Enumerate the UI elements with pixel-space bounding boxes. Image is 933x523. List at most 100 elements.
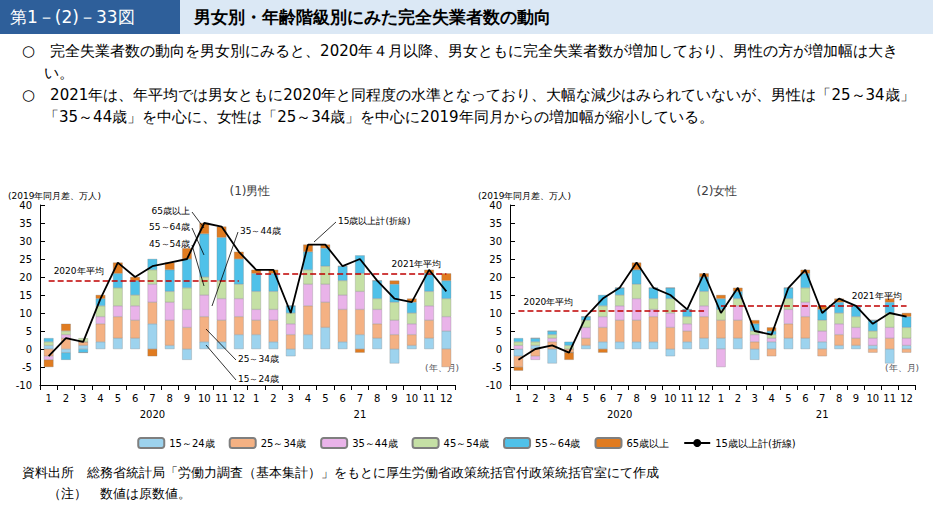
svg-text:25: 25 bbox=[19, 254, 32, 265]
svg-text:7: 7 bbox=[819, 393, 825, 404]
svg-text:35: 35 bbox=[489, 218, 502, 229]
svg-text:35: 35 bbox=[19, 218, 32, 229]
svg-text:7: 7 bbox=[357, 393, 363, 404]
svg-text:2: 2 bbox=[532, 393, 538, 404]
svg-text:7: 7 bbox=[617, 393, 623, 404]
svg-text:8: 8 bbox=[374, 393, 380, 404]
svg-text:0: 0 bbox=[496, 344, 502, 355]
svg-text:6: 6 bbox=[802, 393, 808, 404]
svg-text:3: 3 bbox=[549, 393, 555, 404]
svg-text:12: 12 bbox=[232, 393, 245, 404]
svg-text:5: 5 bbox=[496, 326, 502, 337]
svg-text:10: 10 bbox=[664, 393, 677, 404]
html-text:○ 2021年は、年平均では男女ともに2020年と同程度の水: ○ 2021年は、年平均では男女ともに2020年と同程度の水準となっており、大幅… bbox=[22, 86, 915, 126]
svg-text:15～24歳: 15～24歳 bbox=[169, 438, 214, 449]
svg-text:10: 10 bbox=[19, 308, 32, 319]
svg-text:9: 9 bbox=[391, 393, 397, 404]
svg-text:40: 40 bbox=[489, 200, 502, 211]
svg-text:5: 5 bbox=[115, 393, 121, 404]
svg-text:(1)男性: (1)男性 bbox=[230, 184, 271, 198]
svg-text:1: 1 bbox=[515, 393, 521, 404]
svg-text:1: 1 bbox=[45, 393, 51, 404]
svg-text:3: 3 bbox=[80, 393, 86, 404]
svg-text:9: 9 bbox=[184, 393, 190, 404]
svg-text:45～54歳: 45～54歳 bbox=[444, 438, 489, 449]
svg-text:15: 15 bbox=[489, 290, 502, 301]
svg-text:6: 6 bbox=[132, 393, 138, 404]
svg-text:5: 5 bbox=[583, 393, 589, 404]
svg-text:15歳以上計(折線): 15歳以上計(折線) bbox=[338, 216, 410, 226]
svg-text:2: 2 bbox=[270, 393, 276, 404]
svg-text:15歳以上計(折線): 15歳以上計(折線) bbox=[715, 438, 796, 449]
svg-text:10: 10 bbox=[489, 308, 502, 319]
svg-text:9: 9 bbox=[853, 393, 859, 404]
html-text:男女別・年齢階級別にみた完全失業者数の動向: 男女別・年齢階級別にみた完全失業者数の動向 bbox=[194, 7, 551, 27]
svg-text:65歳以上: 65歳以上 bbox=[152, 206, 190, 216]
svg-text:(2)女性: (2)女性 bbox=[697, 184, 738, 198]
svg-text:3: 3 bbox=[752, 393, 758, 404]
svg-text:5: 5 bbox=[26, 326, 32, 337]
svg-text:11: 11 bbox=[681, 393, 694, 404]
svg-text:2020: 2020 bbox=[607, 409, 632, 420]
svg-text:7: 7 bbox=[149, 393, 155, 404]
svg-text:0: 0 bbox=[26, 344, 32, 355]
svg-text:2020: 2020 bbox=[140, 409, 165, 420]
svg-text:10: 10 bbox=[405, 393, 418, 404]
svg-text:5: 5 bbox=[322, 393, 328, 404]
svg-text:25～34歳: 25～34歳 bbox=[261, 438, 306, 449]
svg-text:55～64歳: 55～64歳 bbox=[149, 222, 190, 232]
svg-text:1: 1 bbox=[253, 393, 259, 404]
svg-text:20: 20 bbox=[489, 272, 502, 283]
svg-text:-10: -10 bbox=[16, 380, 32, 391]
svg-text:(年、月): (年、月) bbox=[885, 363, 919, 373]
svg-text:5: 5 bbox=[785, 393, 791, 404]
svg-text:-5: -5 bbox=[22, 362, 32, 373]
svg-text:2: 2 bbox=[735, 393, 741, 404]
svg-text:3: 3 bbox=[288, 393, 294, 404]
svg-text:11: 11 bbox=[423, 393, 436, 404]
svg-text:8: 8 bbox=[167, 393, 173, 404]
svg-text:30: 30 bbox=[489, 236, 502, 247]
svg-text:9: 9 bbox=[650, 393, 656, 404]
svg-text:4: 4 bbox=[305, 393, 311, 404]
svg-text:55～64歳: 55～64歳 bbox=[535, 438, 580, 449]
svg-text:11: 11 bbox=[215, 393, 228, 404]
svg-text:6: 6 bbox=[339, 393, 345, 404]
html-text:資料出所 総務省統計局「労働力調査（基本集計）」をもとに厚生: 資料出所 総務省統計局「労働力調査（基本集計）」をもとに厚生労働省政策統括官付政… bbox=[22, 465, 659, 480]
svg-text:2021年平均: 2021年平均 bbox=[391, 259, 441, 269]
svg-text:1: 1 bbox=[718, 393, 724, 404]
svg-text:20: 20 bbox=[19, 272, 32, 283]
svg-text:11: 11 bbox=[883, 393, 896, 404]
svg-text:25～34歳: 25～34歳 bbox=[238, 354, 279, 364]
html-text:第1－(2)－33図: 第1－(2)－33図 bbox=[10, 7, 135, 27]
svg-text:12: 12 bbox=[440, 393, 453, 404]
svg-text:40: 40 bbox=[19, 200, 32, 211]
svg-text:15: 15 bbox=[19, 290, 32, 301]
svg-text:25: 25 bbox=[489, 254, 502, 265]
svg-text:8: 8 bbox=[633, 393, 639, 404]
svg-text:65歳以上: 65歳以上 bbox=[626, 438, 669, 449]
svg-text:8: 8 bbox=[836, 393, 842, 404]
svg-text:35～44歳: 35～44歳 bbox=[240, 226, 281, 236]
svg-text:-10: -10 bbox=[486, 380, 502, 391]
svg-text:4: 4 bbox=[566, 393, 572, 404]
svg-text:45～54歳: 45～54歳 bbox=[149, 239, 190, 249]
svg-text:6: 6 bbox=[600, 393, 606, 404]
svg-text:21: 21 bbox=[816, 409, 829, 420]
svg-text:-5: -5 bbox=[492, 362, 502, 373]
svg-text:2020年平均: 2020年平均 bbox=[54, 266, 104, 276]
svg-text:2021年平均: 2021年平均 bbox=[852, 291, 902, 301]
svg-text:12: 12 bbox=[900, 393, 913, 404]
svg-text:21: 21 bbox=[354, 409, 367, 420]
svg-text:4: 4 bbox=[97, 393, 103, 404]
svg-text:4: 4 bbox=[768, 393, 774, 404]
html-text:○ 完全失業者数の動向を男女別にみると、2020年４月以降、: ○ 完全失業者数の動向を男女別にみると、2020年４月以降、男女ともに完全失業者… bbox=[22, 42, 899, 82]
svg-text:10: 10 bbox=[866, 393, 879, 404]
svg-text:15～24歳: 15～24歳 bbox=[238, 374, 279, 384]
svg-text:2: 2 bbox=[63, 393, 69, 404]
svg-text:2020年平均: 2020年平均 bbox=[523, 297, 573, 307]
svg-text:10: 10 bbox=[198, 393, 211, 404]
svg-text:35～44歳: 35～44歳 bbox=[352, 438, 397, 449]
svg-text:30: 30 bbox=[19, 236, 32, 247]
svg-text:12: 12 bbox=[698, 393, 711, 404]
